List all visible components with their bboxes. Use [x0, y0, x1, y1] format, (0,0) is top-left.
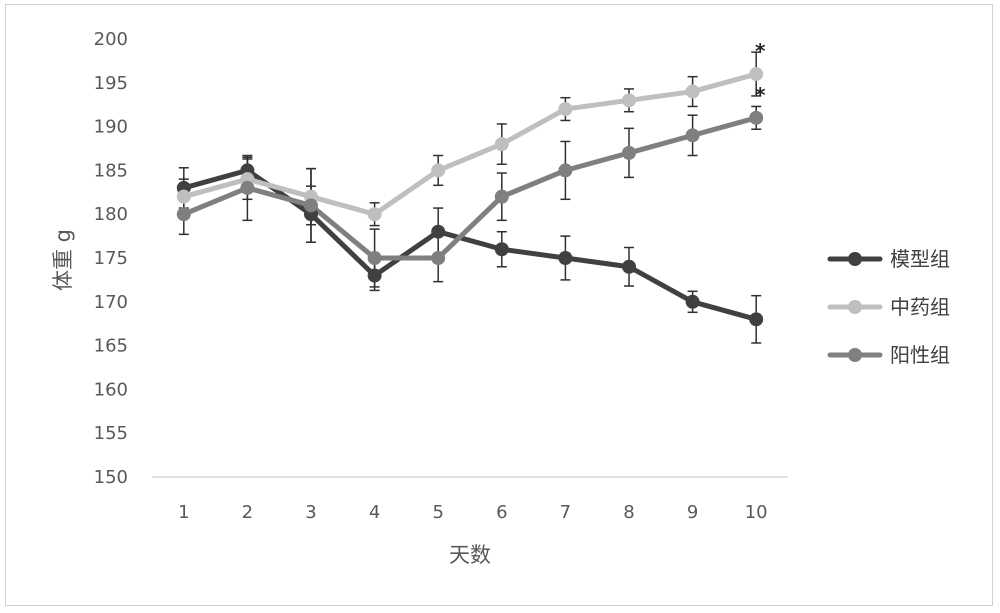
data-point: [749, 67, 764, 82]
x-tick-labels: 1 2 3 4 5 6 7 8 9 10: [178, 502, 768, 523]
legend-swatch-marker: [848, 252, 862, 266]
data-point: [622, 93, 636, 108]
data-point: [367, 207, 382, 222]
y-tick-label: 175: [94, 248, 128, 269]
data-point: [176, 189, 191, 204]
data-point: [240, 180, 255, 195]
y-tick-label: 160: [94, 379, 128, 400]
legend-label: 中药组: [890, 295, 950, 319]
x-tick-label: 10: [745, 502, 768, 523]
data-point: [685, 84, 700, 99]
significance-marker: *: [755, 83, 766, 107]
series-line: [181, 115, 759, 261]
data-point: [494, 137, 509, 152]
y-tick-label: 185: [94, 160, 128, 181]
x-tick-label: 9: [687, 502, 698, 523]
legend-swatch-marker: [848, 300, 862, 314]
y-tick-labels: 150 155 160 165 170 175 180 185 190 195 200: [94, 29, 128, 488]
series-line: [181, 71, 759, 217]
y-tick-label: 165: [94, 336, 128, 357]
annotations: **: [755, 39, 766, 107]
data-point: [367, 251, 382, 265]
data-point: [431, 163, 446, 178]
y-tick-label: 190: [94, 117, 128, 138]
x-axis-title: 天数: [449, 543, 491, 567]
y-tick-label: 170: [94, 292, 128, 313]
x-tick-label: 4: [369, 502, 380, 523]
chart-frame: [5, 4, 993, 606]
data-point: [558, 251, 573, 265]
data-point: [431, 251, 446, 265]
x-tick-label: 1: [178, 502, 189, 523]
x-tick-label: 5: [432, 502, 443, 523]
y-tick-label: 180: [94, 204, 128, 225]
y-tick-label: 200: [94, 29, 128, 50]
data-point: [622, 259, 636, 274]
y-tick-label: 155: [94, 423, 128, 444]
x-tick-label: 7: [560, 502, 571, 523]
data-point: [304, 198, 318, 213]
x-tick-label: 3: [305, 502, 316, 523]
y-tick-label: 150: [94, 467, 128, 488]
legend-label: 模型组: [890, 247, 950, 271]
data-point: [685, 128, 700, 143]
data-point: [685, 294, 700, 309]
data-point: [749, 312, 764, 327]
x-tick-label: 6: [496, 502, 507, 523]
legend-label: 阳性组: [890, 343, 950, 367]
data-point: [749, 110, 764, 125]
y-axis-title: 体重 g: [51, 229, 75, 291]
data-point: [176, 207, 191, 222]
series-markers: [176, 67, 764, 327]
series-lines: [181, 71, 759, 322]
x-tick-label: 2: [242, 502, 253, 523]
data-point: [367, 268, 382, 283]
legend-swatch-marker: [848, 348, 862, 362]
data-point: [558, 102, 573, 117]
data-point: [558, 163, 573, 178]
series-line: [181, 167, 759, 322]
data-point: [622, 145, 636, 160]
y-tick-label: 195: [94, 73, 128, 94]
significance-marker: *: [755, 39, 766, 63]
data-point: [431, 224, 446, 239]
data-point: [494, 189, 509, 204]
x-tick-label: 8: [623, 502, 634, 523]
data-point: [494, 242, 509, 257]
